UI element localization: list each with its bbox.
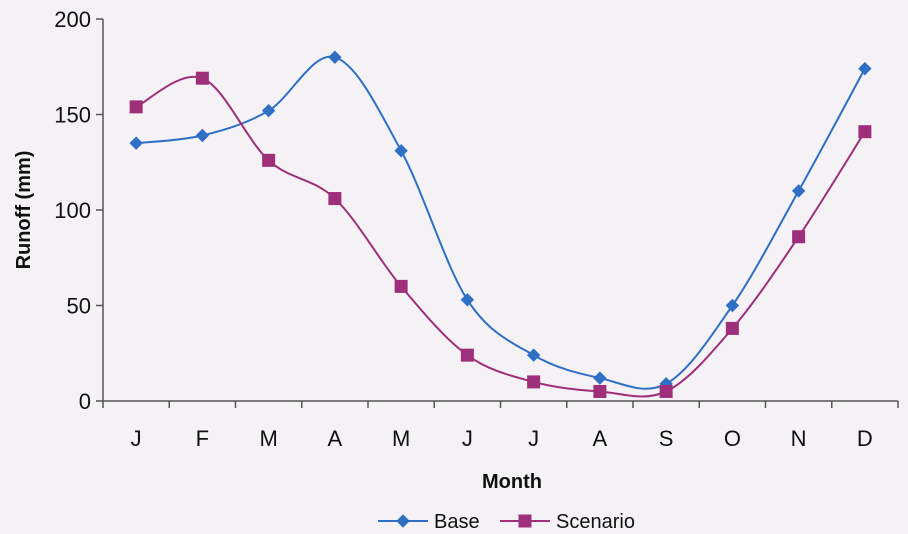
x-tick-label: A — [328, 426, 343, 451]
x-tick-label: A — [593, 426, 608, 451]
y-tick-label: 100 — [54, 198, 91, 223]
data-point-base — [526, 348, 541, 362]
x-tick-label: N — [791, 426, 807, 451]
data-point-base — [394, 144, 408, 158]
data-point-base — [725, 298, 740, 313]
y-axis: 0 50 100 150 200 — [54, 7, 104, 414]
legend: Base Scenario — [378, 511, 635, 533]
data-point-scenario — [195, 71, 209, 85]
series-layer — [129, 50, 872, 398]
y-tick-label: 200 — [54, 7, 91, 32]
legend-label-scenario: Scenario — [556, 511, 635, 533]
x-tick-label: O — [724, 426, 741, 451]
x-tick-label: M — [392, 426, 410, 451]
series-line-scenario — [135, 75, 866, 398]
x-tick-label: M — [259, 426, 277, 451]
data-point-base — [261, 103, 276, 118]
data-point-scenario — [262, 153, 276, 167]
data-point-scenario — [129, 100, 143, 114]
data-point-base — [195, 128, 210, 143]
legend-marker-base — [396, 514, 410, 528]
x-tick-label: J — [528, 426, 539, 451]
x-tick-label: J — [131, 426, 142, 451]
legend-item-base: Base — [378, 511, 480, 533]
series-base — [129, 50, 872, 391]
data-point-scenario — [328, 192, 342, 206]
y-tick-label: 0 — [79, 389, 91, 414]
x-tick-label: F — [196, 426, 209, 451]
y-tick-label: 50 — [67, 294, 91, 319]
series-scenario — [129, 71, 872, 398]
data-point-scenario — [527, 375, 541, 389]
data-point-base — [858, 61, 872, 76]
data-point-base — [460, 293, 475, 307]
legend-marker-scenario — [518, 514, 532, 528]
data-point-scenario — [593, 384, 607, 398]
data-point-base — [791, 184, 806, 198]
data-point-base — [129, 136, 143, 150]
x-tick-label: D — [857, 426, 873, 451]
data-point-scenario — [460, 348, 474, 362]
y-axis-title: Runoff (mm) — [13, 151, 35, 270]
data-point-scenario — [858, 125, 872, 139]
data-point-base — [593, 371, 607, 385]
data-point-scenario — [725, 321, 739, 335]
x-tick-label: J — [462, 426, 473, 451]
x-axis-title: Month — [482, 471, 542, 493]
legend-item-scenario: Scenario — [500, 511, 635, 533]
legend-label-base: Base — [434, 511, 480, 533]
series-line-base — [136, 55, 866, 390]
data-point-scenario — [394, 279, 408, 293]
data-point-scenario — [792, 230, 806, 244]
data-point-scenario — [659, 384, 673, 398]
data-point-base — [328, 50, 342, 64]
x-tick-label: S — [659, 426, 674, 451]
y-tick-label: 150 — [54, 103, 91, 128]
